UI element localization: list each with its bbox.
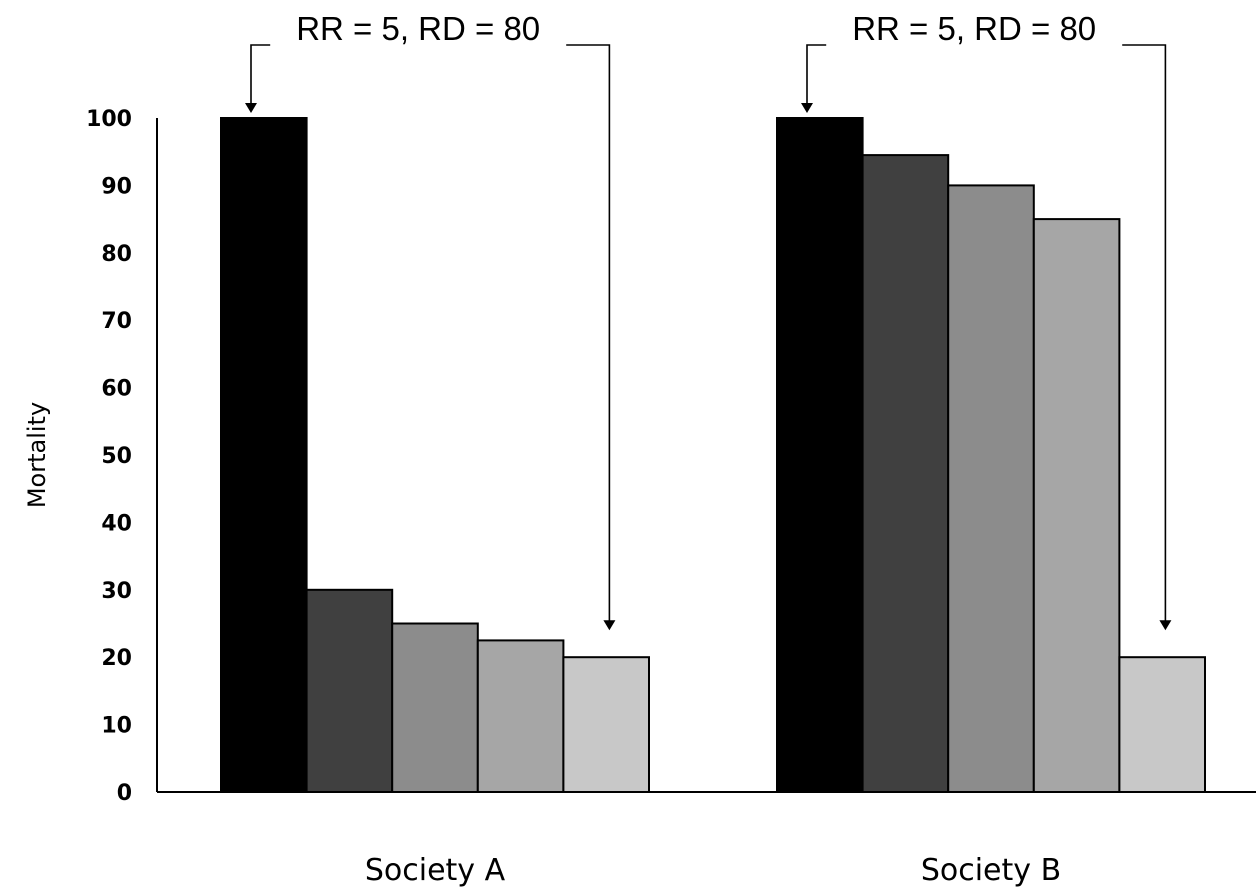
- y-tick-label: 90: [101, 174, 132, 199]
- bar-group1-series2: [305, 588, 394, 793]
- bar-group2-series2: [861, 154, 950, 794]
- y-tick-label: 80: [101, 242, 132, 267]
- y-tick-label: 0: [117, 781, 132, 806]
- bar-group2-series1: [776, 117, 864, 793]
- arrowhead-down-icon: [245, 103, 257, 113]
- y-tick-label: 100: [86, 107, 132, 132]
- bar-group2-series3: [947, 184, 1035, 793]
- arrowhead-down-icon: [801, 103, 813, 113]
- bar-group2-series5: [1118, 656, 1207, 794]
- annotation-label-background: [270, 8, 567, 48]
- y-tick-label: 60: [101, 377, 132, 402]
- y-tick-label: 50: [101, 444, 132, 469]
- category-label-1: Society A: [365, 853, 506, 888]
- y-tick-label: 70: [101, 309, 132, 334]
- annotations-layer: RR = 5, RD = 80 RR = 5, RD = 80: [245, 8, 1172, 631]
- annotation-1: RR = 5, RD = 80: [245, 8, 616, 631]
- y-tick-label: 40: [101, 511, 132, 536]
- bar-group2-series4: [1032, 218, 1121, 794]
- arrowhead-down-icon: [1159, 620, 1172, 631]
- group-labels: Society A Society B: [365, 853, 1061, 888]
- annotation-label-background: [826, 8, 1123, 48]
- y-tick-label: 20: [101, 646, 132, 671]
- y-axis-title: Mortality: [23, 402, 51, 508]
- axes-layer: [156, 118, 1256, 793]
- arrowhead-down-icon: [603, 620, 616, 631]
- y-tick-label: 10: [101, 714, 132, 739]
- bars-layer: [220, 117, 1207, 794]
- category-label-2: Society B: [921, 853, 1061, 888]
- annotation-2: RR = 5, RD = 80: [801, 8, 1172, 631]
- bar-group1-series4: [476, 639, 565, 794]
- annotation-label: RR = 5, RD = 80: [296, 10, 540, 47]
- y-tick-labels: 0 10 20 30 40 50 60 70 80 90 100: [86, 107, 132, 806]
- y-tick-label: 30: [101, 579, 132, 604]
- bar-group1-series5: [562, 656, 651, 794]
- bar-group1-series3: [391, 622, 479, 793]
- bar-group1-series1: [220, 117, 308, 793]
- annotation-label: RR = 5, RD = 80: [852, 10, 1096, 47]
